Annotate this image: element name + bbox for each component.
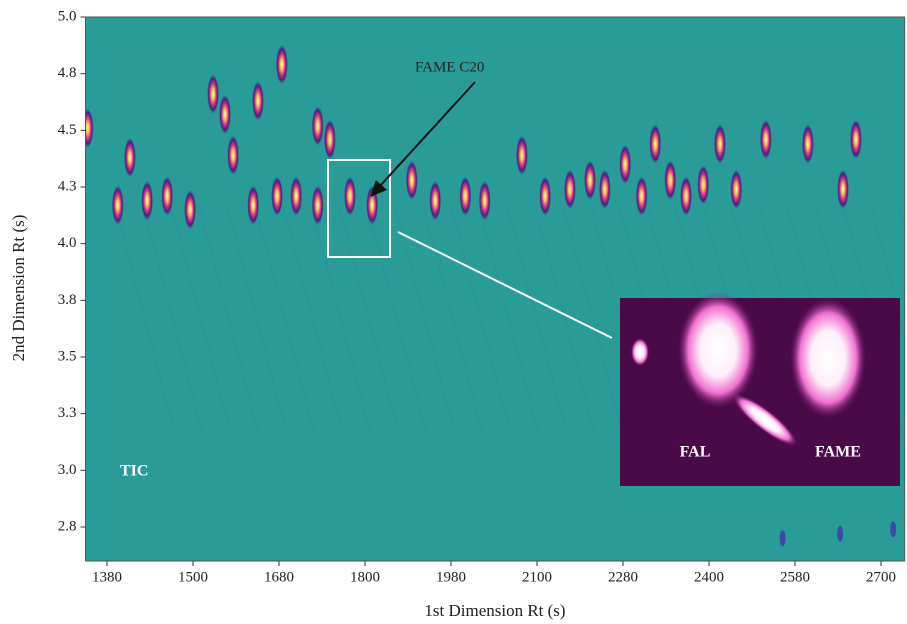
streak [870, 206, 905, 338]
peak [123, 137, 136, 178]
peak [459, 176, 472, 217]
x-axis-label: 1st Dimension Rt (s) [424, 601, 565, 620]
y-tick-label: 4.0 [58, 235, 77, 251]
peak [635, 176, 648, 217]
streak [506, 206, 569, 438]
streak [282, 206, 345, 438]
peak [251, 80, 264, 121]
y-tick-label: 3.3 [58, 405, 77, 421]
peak [890, 521, 897, 538]
peak [713, 123, 726, 164]
peak [290, 176, 303, 217]
streak [226, 206, 289, 438]
peak [664, 160, 677, 201]
peak [849, 119, 862, 160]
x-tick-label: 2700 [866, 569, 896, 585]
streak [114, 206, 177, 438]
peak [515, 135, 528, 176]
x-tick-label: 1380 [92, 569, 122, 585]
peak [207, 74, 220, 115]
zoom-box [327, 159, 391, 258]
streak [450, 206, 513, 438]
y-tick-label: 4.3 [58, 178, 77, 194]
streak [562, 206, 625, 438]
y-tick-label: 3.0 [58, 462, 77, 478]
peak [366, 185, 379, 226]
peak [111, 185, 124, 226]
inset: FAL FAME [620, 292, 900, 486]
peak [227, 135, 240, 176]
y-tick-label: 3.8 [58, 292, 77, 308]
peak [343, 176, 356, 217]
streak [422, 206, 485, 438]
streak [394, 206, 457, 438]
peak [478, 180, 491, 221]
peak [271, 176, 284, 217]
streak [366, 206, 429, 438]
peak [779, 530, 786, 547]
peak [184, 189, 197, 230]
y-axis-label: 2nd Dimension Rt (s) [9, 215, 28, 362]
streak [170, 206, 233, 438]
streak [534, 206, 597, 438]
peak [311, 185, 324, 226]
peak [323, 119, 336, 160]
peak [801, 123, 814, 164]
peak [85, 108, 94, 149]
x-tick-label: 2400 [694, 569, 724, 585]
peak [759, 119, 772, 160]
y-tick-label: 2.8 [58, 518, 77, 534]
inset-tail [732, 394, 798, 446]
peak [219, 94, 232, 135]
plot-frame [85, 16, 906, 562]
annotation: FAME C20 [415, 59, 484, 75]
streak [478, 206, 541, 438]
y-tick-label: 4.8 [58, 65, 77, 81]
peak [619, 144, 632, 185]
x-tick-label: 1500 [178, 569, 208, 585]
inset-blob [631, 338, 649, 366]
x-tick-label: 2100 [522, 569, 552, 585]
peak [311, 105, 324, 146]
inset-blob [678, 292, 758, 408]
y-tick-label: 4.5 [58, 122, 77, 138]
peak [405, 160, 418, 201]
streak [142, 206, 205, 438]
peak [247, 185, 260, 226]
peak [563, 169, 576, 210]
peak [539, 176, 552, 217]
x-tick-label: 1800 [350, 569, 380, 585]
peak [697, 164, 710, 205]
zoom-line [397, 231, 613, 339]
arrow [379, 81, 476, 187]
peak [429, 180, 442, 221]
peak [598, 169, 611, 210]
streak [198, 206, 261, 438]
peak [837, 525, 844, 542]
inset-blob [790, 298, 866, 418]
peak [141, 180, 154, 221]
peak [275, 44, 288, 85]
peak [584, 160, 597, 201]
peak [161, 176, 174, 217]
peak [730, 169, 743, 210]
y-tick-label: 5.0 [58, 8, 77, 24]
x-tick-label: 1980 [436, 569, 466, 585]
inset-label: FAME [815, 444, 861, 461]
y-tick-label: 3.5 [58, 348, 77, 364]
x-tick-label: 2280 [608, 569, 638, 585]
x-tick-label: 1680 [264, 569, 294, 585]
arrow-head [370, 180, 387, 197]
peak [837, 169, 850, 210]
inset-label: FAL [680, 444, 711, 461]
streak [310, 206, 373, 438]
x-tick-label: 2580 [780, 569, 810, 585]
streak [338, 206, 401, 438]
streak [254, 206, 317, 438]
peak [649, 123, 662, 164]
region-label: TIC [120, 463, 148, 480]
peak [680, 176, 693, 217]
